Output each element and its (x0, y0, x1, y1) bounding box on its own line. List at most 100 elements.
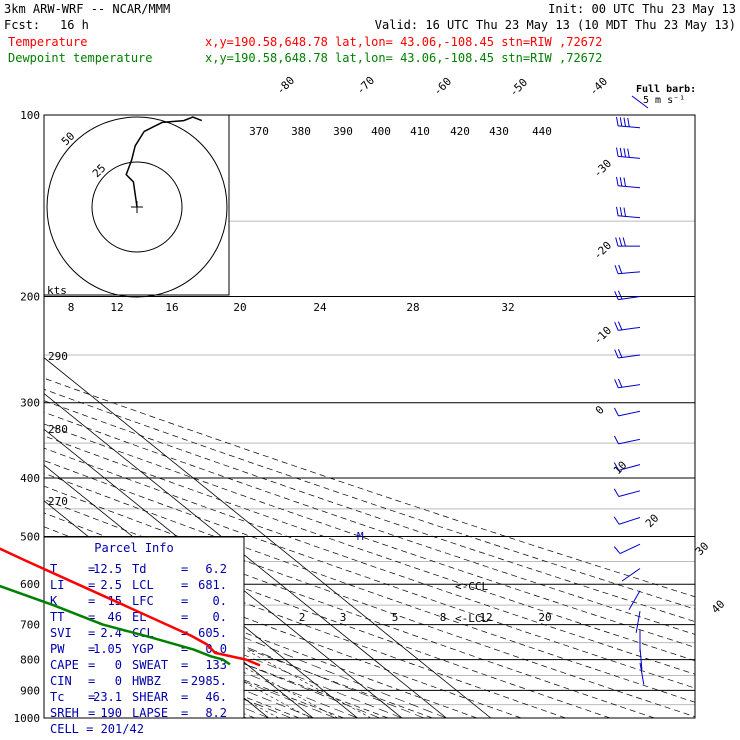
wind-barb-flag (613, 488, 620, 497)
parcel-equals: = (88, 658, 95, 672)
mixing-ratio-label: 5 (392, 611, 399, 624)
wind-barb-staff (635, 611, 641, 633)
mixing-ratio-label: 20 (538, 611, 551, 624)
wind-barb-flag (619, 177, 623, 187)
parcel-value: 0. (213, 594, 227, 608)
pressure-tick-label: 800 (20, 654, 40, 667)
wind-barb (639, 662, 645, 685)
wind-barb-flag (619, 117, 623, 127)
parcel-info-box (43, 536, 245, 719)
parcel-value: 681. (198, 578, 227, 592)
wind-barb-flag (623, 207, 627, 217)
wind-barb-staff (619, 543, 641, 554)
wind-barb (639, 647, 643, 670)
parcel-key: K (50, 594, 58, 608)
wind-barb (614, 349, 641, 359)
parcel-equals: = (88, 562, 95, 576)
theta-label: 410 (410, 125, 430, 138)
parcel-value: 2985. (191, 674, 227, 688)
wind-barb (613, 543, 641, 554)
parcel-value: 2.5 (100, 578, 122, 592)
wind-barb-flag (617, 321, 623, 331)
temperature-line (0, 547, 261, 667)
speed-tick-label: 20 (233, 301, 246, 314)
dry-adiabat-line (44, 569, 433, 718)
parcel-key: CIN (50, 674, 72, 688)
parcel-equals: = (181, 690, 188, 704)
wind-barb-flag (613, 546, 621, 554)
model-title: 3km ARW-WRF -- NCAR/MMM (4, 2, 170, 16)
init-time: Init: 00 UTC Thu 23 May 13 (548, 2, 736, 16)
wind-barb-flag (616, 116, 619, 126)
theta-label: 390 (333, 125, 353, 138)
dry-adiabat-line (44, 460, 695, 689)
wind-barb (614, 378, 641, 389)
parcel-equals: = (181, 658, 188, 672)
parcel-key: SHEAR (132, 690, 169, 704)
dry-adiabat-line (44, 423, 695, 648)
parcel-value: 46 (108, 610, 122, 624)
parcel-equals: = (88, 690, 95, 704)
barb-legend-title: Full barb: (636, 84, 696, 95)
wind-barb-staff (618, 490, 641, 497)
wind-barb-staff (618, 410, 641, 417)
pressure-tick-label: 500 (20, 530, 40, 543)
wind-barb (628, 590, 641, 610)
wind-barb-flag (618, 237, 623, 247)
temperature-location: x,y=190.58,648.78 lat,lon= 43.06,-108.45… (205, 35, 602, 49)
wind-barb-flag (615, 237, 619, 247)
wind-barb (616, 116, 641, 129)
dry-adiabat-line (44, 485, 695, 718)
speed-tick-label: 8 (68, 301, 75, 314)
wind-barb-flag (616, 147, 619, 157)
dry-adiabat-line (44, 472, 695, 703)
isotherm-line (44, 357, 492, 718)
parcel-value: 12.5 (93, 562, 122, 576)
wind-barb (616, 176, 641, 189)
dry-adiabat-label: 270 (48, 495, 68, 508)
wind-barb-flag (627, 117, 630, 127)
wind-barb-flag (616, 206, 619, 216)
speed-tick-label: 32 (501, 301, 514, 314)
parcel-value: 0 (115, 674, 122, 688)
pressure-tick-label: 900 (20, 684, 40, 697)
parcel-equals: = (181, 610, 188, 624)
parcel-value: 8.2 (205, 706, 227, 720)
wind-barb-staff (621, 568, 641, 582)
pressure-tick-label: 400 (20, 472, 40, 485)
plot-frame (43, 114, 696, 719)
parcel-equals: = (181, 578, 188, 592)
dry-adiabat-line (44, 388, 695, 610)
pressure-tick-label: 1000 (14, 712, 41, 725)
parcel-value: 605. (198, 626, 227, 640)
parcel-key: LFC (132, 594, 154, 608)
annotation-label: <-LCL (455, 612, 488, 625)
wind-barb-flag (617, 290, 623, 300)
parcel-key: SVI (50, 626, 72, 640)
wind-barb-flag (614, 349, 619, 359)
theta-label: 440 (532, 125, 552, 138)
wind-barb-flag (613, 462, 620, 471)
dewpoint-line (0, 584, 231, 666)
wind-barb-flag (623, 177, 627, 187)
parcel-equals: = (181, 674, 188, 688)
dry-adiabat-line (44, 435, 695, 662)
speed-tick-label: 12 (110, 301, 123, 314)
wind-barb-flag (613, 435, 619, 445)
dewpoint-legend: Dewpoint temperature (8, 51, 153, 65)
parcel-key: LAPSE (132, 706, 168, 720)
dry-adiabat-line (44, 400, 695, 623)
hodograph-trace (125, 116, 203, 208)
parcel-equals: = (88, 674, 95, 688)
mixing-ratio-line (124, 583, 372, 718)
fcst-value: 16 h (60, 18, 89, 32)
wind-barb-flag (616, 176, 619, 186)
wind-barb-flag (623, 148, 627, 158)
parcel-value: 6.2 (205, 562, 227, 576)
speed-tick-label: 16 (165, 301, 178, 314)
wind-barb-flag (617, 349, 623, 358)
isotherm-line (44, 428, 403, 718)
dry-adiabat-line (44, 584, 389, 718)
